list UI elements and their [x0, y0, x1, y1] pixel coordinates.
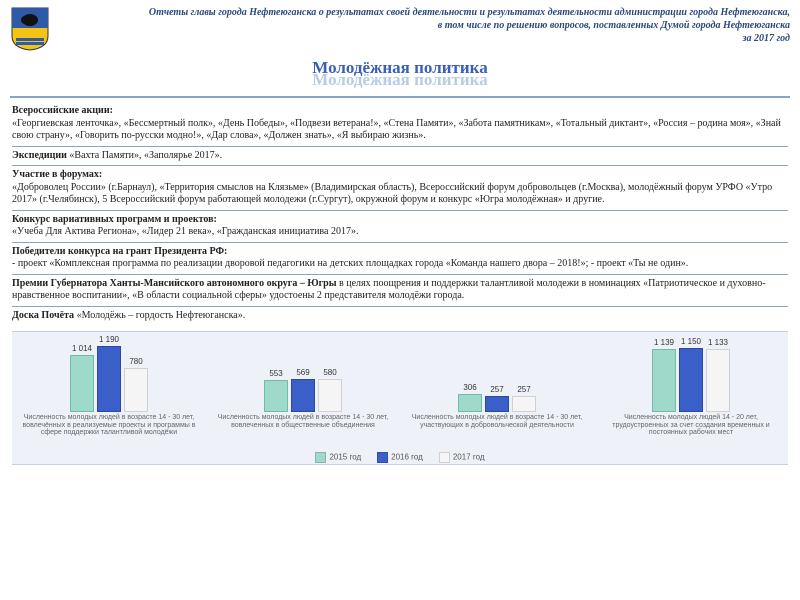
- legend-item: 2017 год: [439, 452, 485, 463]
- header-line1: Отчеты главы города Нефтеюганска о резул…: [60, 6, 790, 19]
- chart-group: 553569580Численность молодых людей в воз…: [206, 332, 400, 450]
- chart-plot: 1 0141 190780Численность молодых людей в…: [12, 332, 788, 450]
- chart-bar: 553: [264, 380, 288, 412]
- legend-item: 2015 год: [315, 452, 361, 463]
- chart-bar: 1 190: [97, 346, 121, 412]
- chart-legend: 2015 год 2016 год 2017 год: [12, 450, 788, 466]
- section-item: Всероссийские акции:«Георгиевская ленточ…: [12, 102, 788, 147]
- header-line2: в том числе по решению вопросов, поставл…: [60, 19, 790, 32]
- chart-bar: 257: [485, 396, 509, 412]
- section-item: Участие в форумах:«Доброволец России» (г…: [12, 166, 788, 211]
- section-item: Конкурс вариативных программ и проектов:…: [12, 211, 788, 243]
- chart-bar: 569: [291, 379, 315, 412]
- chart-bar: 1 133: [706, 349, 730, 412]
- chart-bar: 780: [124, 368, 148, 412]
- sections-list: Всероссийские акции:«Георгиевская ленточ…: [0, 98, 800, 325]
- page-header: Отчеты главы города Нефтеюганска о резул…: [0, 0, 800, 56]
- header-line3: за 2017 год: [60, 32, 790, 45]
- chart-group: 306257257Численность молодых людей в воз…: [400, 332, 594, 450]
- page-title: Молодёжная политика Молодёжная политика: [0, 58, 800, 96]
- chart-bar: 257: [512, 396, 536, 412]
- chart-xlabel: Численность молодых людей в возрасте 14 …: [206, 412, 400, 450]
- section-item: Победители конкурса на грант Президента …: [12, 243, 788, 275]
- section-item: Доска Почёта «Молодёжь – гордость Нефтею…: [12, 307, 788, 326]
- chart-group: 1 1391 1501 133Численность молодых людей…: [594, 332, 788, 450]
- section-item: Экспедиции «Вахта Памяти», «Заполярье 20…: [12, 147, 788, 167]
- legend-item: 2016 год: [377, 452, 423, 463]
- chart-bar: 580: [318, 379, 342, 412]
- chart-bar: 1 150: [679, 348, 703, 412]
- chart-xlabel: Численность молодых людей 14 - 20 лет, т…: [594, 412, 788, 450]
- chart-bar: 1 139: [652, 349, 676, 412]
- title-main: Молодёжная политика: [0, 58, 800, 78]
- chart-xlabel: Численность молодых людей в возрасте 14 …: [12, 412, 206, 450]
- chart-bar: 1 014: [70, 355, 94, 412]
- youth-chart: 1 0141 190780Численность молодых людей в…: [12, 331, 788, 465]
- section-item: Премии Губернатора Ханты-Мансийского авт…: [12, 275, 788, 307]
- chart-group: 1 0141 190780Численность молодых людей в…: [12, 332, 206, 450]
- city-crest-icon: [10, 6, 50, 52]
- header-text: Отчеты главы города Нефтеюганска о резул…: [60, 6, 790, 45]
- chart-bar: 306: [458, 394, 482, 412]
- chart-xlabel: Численность молодых людей в возрасте 14 …: [400, 412, 594, 450]
